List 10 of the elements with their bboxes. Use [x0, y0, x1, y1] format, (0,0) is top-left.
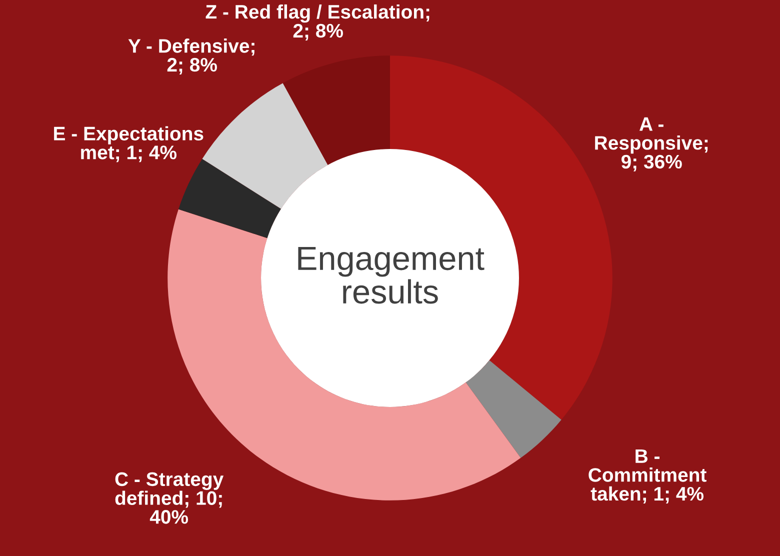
donut-slice — [466, 360, 562, 458]
slice-label: Y - Defensive; 2; 8% — [128, 38, 254, 74]
slice-label: C - Strategy defined; 10; 40% — [115, 472, 224, 524]
donut-slice — [202, 83, 328, 209]
text: Engagement results — [298, 246, 484, 304]
slice-label: A - Responsive; 9; 36% — [595, 117, 708, 172]
donut-slice — [178, 158, 282, 238]
slice-label: B - Commitment taken; 1; 4% — [588, 449, 706, 504]
donut-slice — [282, 56, 390, 165]
slice-label: E - Expectations met; 1; 4% — [54, 126, 204, 162]
